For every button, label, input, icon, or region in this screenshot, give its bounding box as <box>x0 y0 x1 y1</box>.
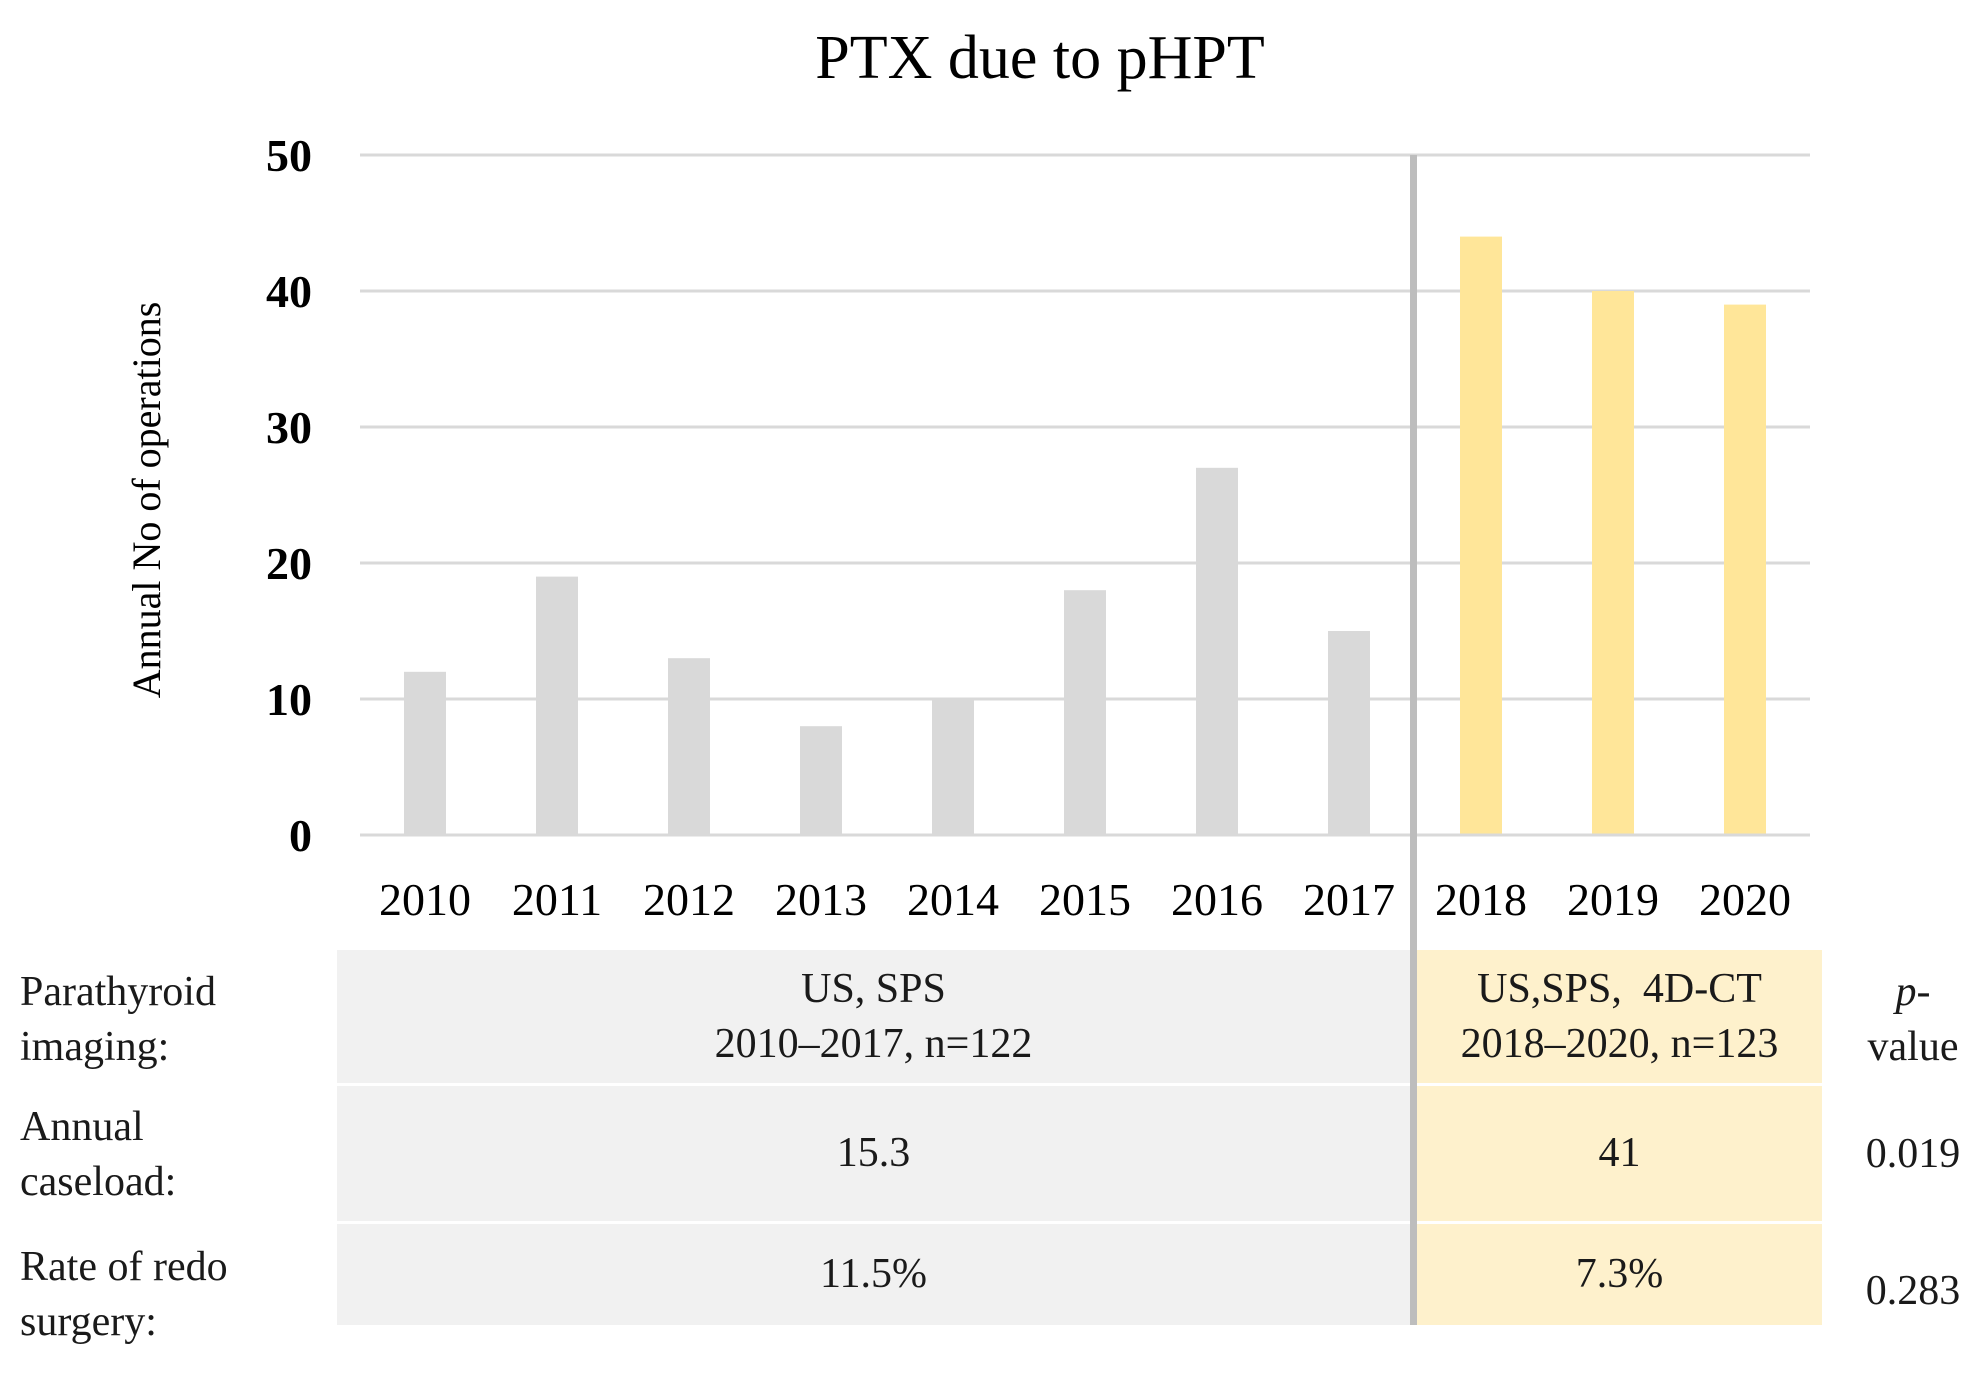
row-label-imaging: Parathyroid imaging: <box>20 969 216 1070</box>
x-tick-label-2015: 2015 <box>1039 874 1131 925</box>
caseload-p-value: 0.019 <box>1865 1131 1961 1177</box>
x-tick-label-2014: 2014 <box>907 874 999 925</box>
period-divider <box>1410 155 1417 1325</box>
bar-2019 <box>1592 291 1634 835</box>
p-value-header: p- value <box>1867 969 1959 1070</box>
row-label-caseload: Annual caseload: <box>20 1104 177 1205</box>
x-tick-label-2019: 2019 <box>1567 874 1659 925</box>
bars <box>404 236 1766 836</box>
y-tick-label: 30 <box>266 402 312 453</box>
imaging-before-modalities: US, SPS <box>801 965 946 1012</box>
y-tick-label: 0 <box>289 810 312 861</box>
x-tick-label-2011: 2011 <box>512 874 602 925</box>
y-tick-label: 50 <box>266 130 312 181</box>
x-tick-label-2020: 2020 <box>1699 874 1791 925</box>
bar-2016 <box>1196 467 1238 835</box>
caseload-after-cell: 41 <box>1598 1130 1641 1177</box>
imaging-after-cell: US,SPS, 4D-CT 2018–2020, n=123 <box>1417 950 1822 1083</box>
period-2-background <box>1417 950 1822 1325</box>
y-tick-label: 40 <box>266 266 312 317</box>
bar-2017 <box>1328 631 1370 835</box>
bar-2015 <box>1064 590 1106 835</box>
caseload-before-cell: 15.3 <box>836 1130 911 1177</box>
period-1-background <box>337 950 1410 1325</box>
bar-2020 <box>1724 304 1766 836</box>
imaging-before-period: 2010–2017, n=122 <box>714 1020 1033 1067</box>
bar-2010 <box>404 671 446 835</box>
y-axis-ticks: 0 10 20 30 40 50 <box>266 130 312 861</box>
row-label-redo-rate: Rate of redo surgery: <box>20 1244 228 1345</box>
x-tick-label-2018: 2018 <box>1435 874 1527 925</box>
y-tick-label: 20 <box>266 538 312 589</box>
x-tick-label-2013: 2013 <box>775 874 867 925</box>
y-axis-label: Annual No of operations <box>124 302 169 699</box>
imaging-after-modalities: US,SPS, 4D-CT <box>1477 965 1762 1012</box>
redo-after-cell: 7.3% <box>1575 1251 1664 1298</box>
y-tick-label: 10 <box>266 674 312 725</box>
x-tick-label-2010: 2010 <box>379 874 471 925</box>
bar-2011 <box>536 576 578 835</box>
x-tick-label-2012: 2012 <box>643 874 735 925</box>
bar-2018 <box>1460 236 1502 836</box>
x-tick-label-2016: 2016 <box>1171 874 1263 925</box>
bar-2013 <box>800 726 842 835</box>
imaging-after-period: 2018–2020, n=123 <box>1460 1020 1779 1067</box>
bar-2014 <box>932 699 974 835</box>
redo-before-cell: 11.5% <box>820 1251 927 1298</box>
chart-title: PTX due to pHPT <box>815 24 1265 92</box>
row-separator <box>337 1221 1822 1224</box>
x-axis-ticks: 2010 2011 2012 2013 2014 2015 2016 2017 2018 2019… <box>379 874 1791 925</box>
row-separator <box>337 1083 1822 1086</box>
x-tick-label-2017: 2017 <box>1303 874 1395 925</box>
imaging-before-cell: US, SPS 2010–2017, n=122 <box>337 950 1410 1083</box>
bar-2012 <box>668 658 710 835</box>
redo-p-value: 0.283 <box>1865 1268 1961 1314</box>
